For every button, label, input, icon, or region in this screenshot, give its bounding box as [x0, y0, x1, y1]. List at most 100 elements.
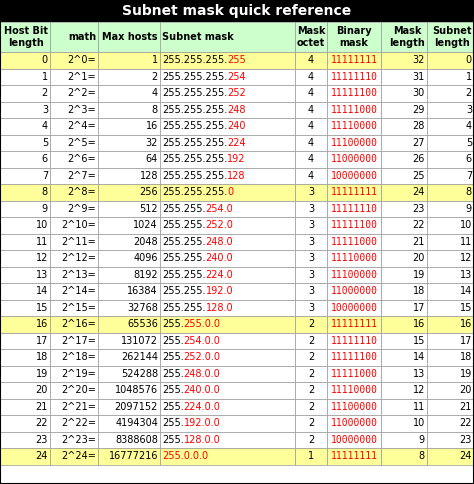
Bar	[50, 167, 98, 184]
Bar	[427, 333, 474, 349]
Text: 255.: 255.	[162, 385, 184, 395]
Text: 255.0.0: 255.0.0	[184, 319, 221, 329]
Text: 4096: 4096	[134, 253, 158, 263]
Bar	[381, 22, 427, 52]
Text: 10: 10	[36, 220, 48, 230]
Text: 11: 11	[36, 237, 48, 247]
Text: 4: 4	[308, 171, 314, 181]
Text: Binary
mask: Binary mask	[336, 26, 372, 48]
Bar	[327, 69, 381, 85]
Text: 255.255.255.: 255.255.255.	[162, 121, 227, 131]
Bar	[427, 22, 474, 52]
Text: 9: 9	[42, 204, 48, 214]
Bar	[0, 448, 50, 465]
Bar	[0, 233, 50, 250]
Bar	[50, 118, 98, 135]
Bar	[160, 102, 295, 118]
Bar	[160, 52, 295, 69]
Text: 2: 2	[308, 319, 314, 329]
Text: 10: 10	[413, 418, 425, 428]
Text: 9: 9	[466, 204, 472, 214]
Text: 64: 64	[146, 154, 158, 164]
Text: 11111111: 11111111	[330, 187, 377, 197]
Text: 27: 27	[412, 138, 425, 148]
Text: 19: 19	[36, 369, 48, 379]
Text: 2^5=: 2^5=	[67, 138, 96, 148]
Text: 2^3=: 2^3=	[67, 105, 96, 115]
Bar	[0, 382, 50, 398]
Text: 255.: 255.	[162, 319, 184, 329]
Bar	[295, 365, 327, 382]
Bar	[0, 0, 474, 22]
Bar	[0, 217, 50, 233]
Bar	[160, 85, 295, 102]
Bar	[98, 382, 160, 398]
Text: 11110000: 11110000	[330, 253, 377, 263]
Bar	[295, 250, 327, 267]
Bar	[381, 267, 427, 283]
Bar	[160, 151, 295, 167]
Text: 11111110: 11111110	[330, 72, 377, 82]
Text: 254.0: 254.0	[206, 204, 233, 214]
Bar	[381, 382, 427, 398]
Bar	[381, 365, 427, 382]
Bar	[381, 135, 427, 151]
Bar	[327, 398, 381, 415]
Text: 3: 3	[308, 270, 314, 280]
Text: 21: 21	[413, 237, 425, 247]
Text: 11100000: 11100000	[330, 138, 377, 148]
Bar	[427, 448, 474, 465]
Bar	[327, 22, 381, 52]
Bar	[327, 382, 381, 398]
Text: 2^21=: 2^21=	[61, 402, 96, 412]
Bar	[327, 52, 381, 69]
Bar	[427, 135, 474, 151]
Bar	[50, 250, 98, 267]
Bar	[295, 102, 327, 118]
Bar	[327, 184, 381, 200]
Bar	[50, 102, 98, 118]
Text: 255.255.: 255.255.	[162, 220, 206, 230]
Text: 255.: 255.	[162, 435, 184, 445]
Bar	[160, 283, 295, 300]
Bar	[327, 316, 381, 333]
Bar	[381, 102, 427, 118]
Text: 128.0: 128.0	[206, 303, 233, 313]
Bar	[427, 365, 474, 382]
Text: 2^2=: 2^2=	[67, 88, 96, 98]
Text: 11000000: 11000000	[330, 418, 377, 428]
Text: 248.0: 248.0	[206, 237, 233, 247]
Text: 254.0.0: 254.0.0	[184, 336, 220, 346]
Text: 2^17=: 2^17=	[61, 336, 96, 346]
Text: 29: 29	[413, 105, 425, 115]
Bar	[427, 85, 474, 102]
Bar	[0, 85, 50, 102]
Bar	[381, 233, 427, 250]
Text: 2: 2	[308, 385, 314, 395]
Bar	[50, 151, 98, 167]
Text: 18: 18	[460, 352, 472, 362]
Bar	[160, 398, 295, 415]
Text: 2^1=: 2^1=	[67, 72, 96, 82]
Text: 10000000: 10000000	[330, 435, 377, 445]
Text: 14: 14	[460, 286, 472, 296]
Text: 256: 256	[139, 187, 158, 197]
Text: 3: 3	[308, 220, 314, 230]
Bar	[295, 135, 327, 151]
Bar	[98, 300, 160, 316]
Text: 4: 4	[308, 72, 314, 82]
Bar	[427, 382, 474, 398]
Bar	[50, 233, 98, 250]
Text: 14: 14	[413, 352, 425, 362]
Bar	[327, 349, 381, 365]
Bar	[0, 167, 50, 184]
Bar	[50, 52, 98, 69]
Bar	[295, 85, 327, 102]
Text: 11111000: 11111000	[330, 369, 377, 379]
Text: 16: 16	[413, 319, 425, 329]
Text: 6: 6	[466, 154, 472, 164]
Bar	[327, 432, 381, 448]
Text: 15: 15	[460, 303, 472, 313]
Text: 3: 3	[308, 204, 314, 214]
Bar	[381, 118, 427, 135]
